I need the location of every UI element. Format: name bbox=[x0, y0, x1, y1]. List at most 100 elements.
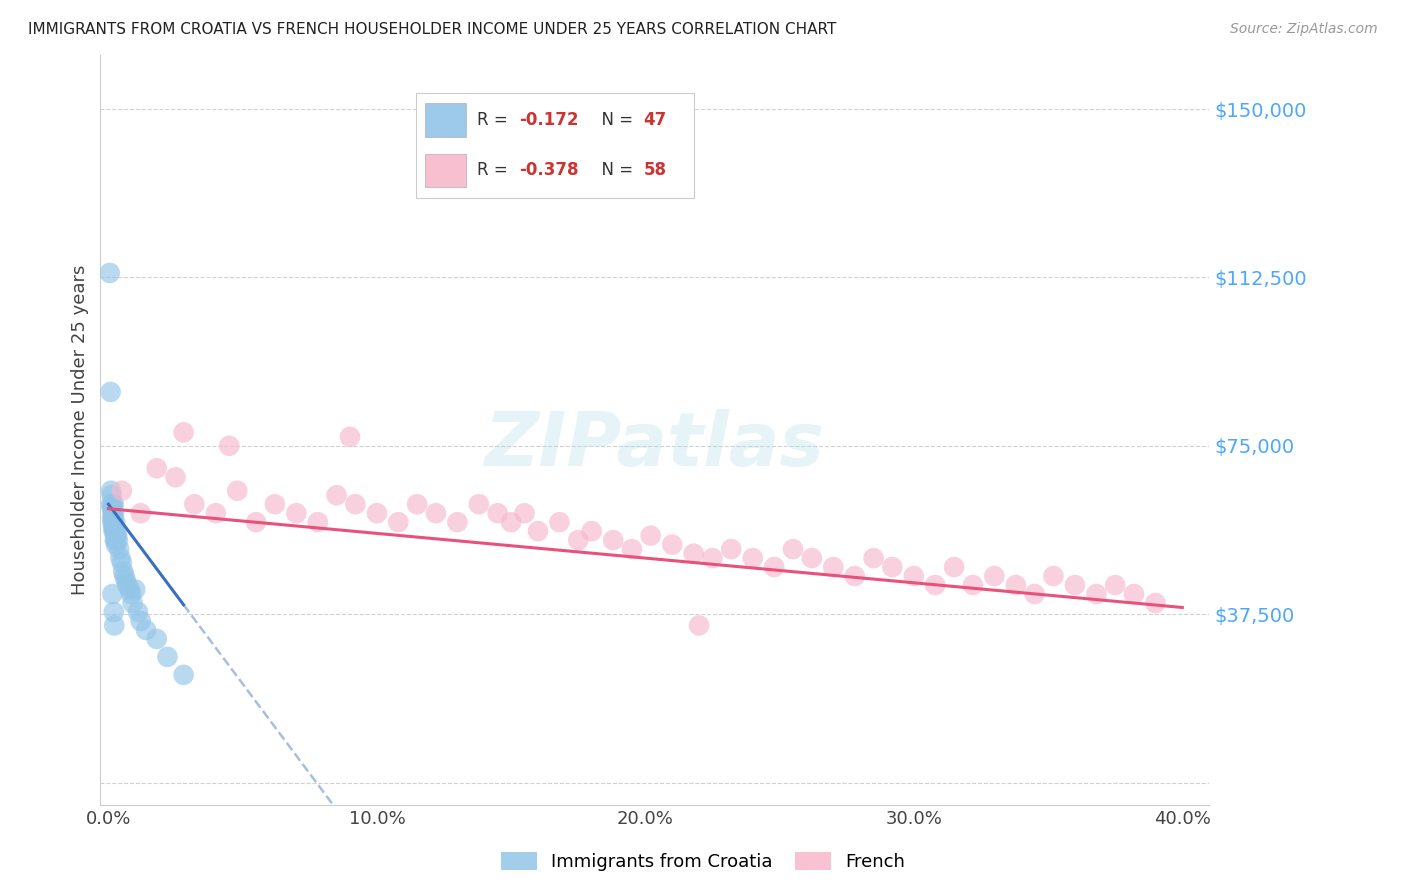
Point bbox=[325, 488, 347, 502]
Point bbox=[245, 515, 267, 529]
Point bbox=[118, 582, 141, 597]
Point bbox=[103, 519, 125, 533]
Point bbox=[103, 510, 125, 524]
Point bbox=[1005, 578, 1028, 592]
Point bbox=[339, 430, 361, 444]
Point bbox=[104, 538, 127, 552]
Point bbox=[688, 618, 710, 632]
Point bbox=[103, 515, 125, 529]
Point bbox=[446, 515, 468, 529]
Point bbox=[111, 483, 134, 498]
Point bbox=[103, 524, 125, 538]
Point bbox=[101, 501, 124, 516]
Text: IMMIGRANTS FROM CROATIA VS FRENCH HOUSEHOLDER INCOME UNDER 25 YEARS CORRELATION : IMMIGRANTS FROM CROATIA VS FRENCH HOUSEH… bbox=[28, 22, 837, 37]
Point bbox=[800, 551, 823, 566]
Point bbox=[120, 587, 142, 601]
Point bbox=[640, 528, 662, 542]
Point bbox=[156, 649, 179, 664]
Point bbox=[1064, 578, 1087, 592]
Point bbox=[620, 542, 643, 557]
Point bbox=[107, 533, 129, 548]
Point bbox=[103, 524, 125, 538]
Point bbox=[129, 506, 152, 520]
Point bbox=[115, 578, 138, 592]
Point bbox=[101, 515, 124, 529]
Point bbox=[307, 515, 329, 529]
Point bbox=[104, 533, 127, 548]
Point bbox=[105, 528, 128, 542]
Point bbox=[943, 560, 966, 574]
Point bbox=[226, 483, 249, 498]
Point bbox=[263, 497, 285, 511]
Point bbox=[173, 668, 195, 682]
Point bbox=[173, 425, 195, 440]
Point bbox=[103, 497, 125, 511]
Point bbox=[145, 632, 167, 646]
Point bbox=[844, 569, 866, 583]
Point bbox=[145, 461, 167, 475]
Point bbox=[103, 506, 125, 520]
Point bbox=[112, 565, 135, 579]
Point bbox=[104, 515, 127, 529]
Legend: Immigrants from Croatia, French: Immigrants from Croatia, French bbox=[494, 845, 912, 879]
Point bbox=[1042, 569, 1064, 583]
Point bbox=[486, 506, 509, 520]
Point bbox=[1024, 587, 1046, 601]
Point bbox=[101, 506, 124, 520]
Point bbox=[567, 533, 589, 548]
Point bbox=[823, 560, 845, 574]
Point bbox=[1123, 587, 1146, 601]
Point bbox=[114, 569, 136, 583]
Point bbox=[962, 578, 984, 592]
Point bbox=[406, 497, 429, 511]
Point bbox=[602, 533, 624, 548]
Text: ZIPatlas: ZIPatlas bbox=[485, 409, 825, 482]
Point bbox=[100, 497, 122, 511]
Point bbox=[862, 551, 884, 566]
Point bbox=[127, 605, 149, 619]
Point bbox=[105, 524, 128, 538]
Point bbox=[108, 542, 131, 557]
Point bbox=[1104, 578, 1126, 592]
Point bbox=[366, 506, 388, 520]
Point bbox=[101, 510, 124, 524]
Point bbox=[1085, 587, 1108, 601]
Point bbox=[110, 551, 132, 566]
Point bbox=[100, 483, 122, 498]
Point bbox=[124, 582, 146, 597]
Point bbox=[1144, 596, 1167, 610]
Point bbox=[218, 439, 240, 453]
Point bbox=[741, 551, 763, 566]
Point bbox=[103, 519, 125, 533]
Point bbox=[115, 574, 138, 588]
Point bbox=[101, 587, 124, 601]
Point bbox=[661, 538, 683, 552]
Point bbox=[387, 515, 409, 529]
Point bbox=[548, 515, 571, 529]
Point bbox=[129, 614, 152, 628]
Point bbox=[101, 501, 124, 516]
Point bbox=[581, 524, 603, 538]
Point bbox=[103, 618, 125, 632]
Point bbox=[183, 497, 205, 511]
Point bbox=[204, 506, 226, 520]
Point bbox=[924, 578, 946, 592]
Point bbox=[983, 569, 1005, 583]
Point bbox=[903, 569, 925, 583]
Point bbox=[135, 623, 157, 637]
Point bbox=[104, 528, 127, 542]
Point bbox=[121, 596, 143, 610]
Y-axis label: Householder Income Under 25 years: Householder Income Under 25 years bbox=[72, 265, 89, 595]
Point bbox=[513, 506, 536, 520]
Point bbox=[98, 266, 121, 280]
Point bbox=[527, 524, 550, 538]
Point bbox=[165, 470, 187, 484]
Point bbox=[101, 497, 124, 511]
Point bbox=[344, 497, 367, 511]
Point bbox=[100, 488, 122, 502]
Point bbox=[501, 515, 523, 529]
Point bbox=[702, 551, 724, 566]
Point bbox=[285, 506, 308, 520]
Point bbox=[111, 556, 134, 570]
Point bbox=[720, 542, 742, 557]
